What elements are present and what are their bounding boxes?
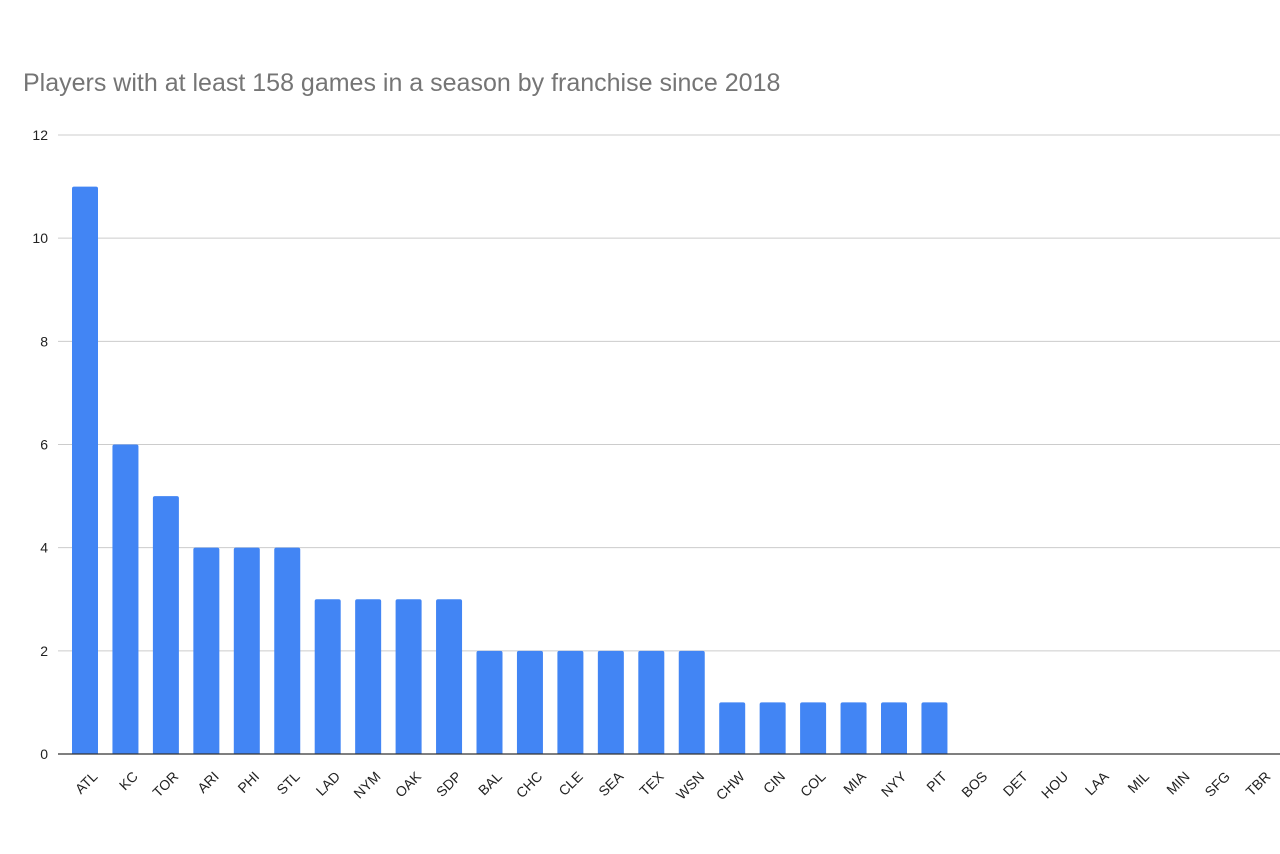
x-tick-label-tbr: TBR: [1242, 768, 1273, 799]
bar-ari: [193, 547, 220, 754]
x-tick-label-bal: BAL: [475, 768, 505, 798]
bar-cle: [557, 650, 584, 754]
bar-pit: [921, 702, 948, 754]
x-tick-label-col: COL: [797, 768, 829, 800]
x-tick-label-laa: LAA: [1082, 768, 1112, 798]
bar-wsn: [678, 650, 705, 754]
x-tick-label-min: MIN: [1163, 768, 1192, 797]
x-tick-label-hou: HOU: [1038, 768, 1071, 801]
bar-nyy: [881, 702, 907, 754]
x-tick-label-atl: ATL: [72, 768, 101, 797]
y-tick-label: 0: [40, 746, 48, 762]
x-tick-label-tor: TOR: [149, 768, 181, 800]
y-tick-label: 2: [40, 643, 48, 659]
bar-nym: [355, 599, 382, 754]
bar-cin: [759, 702, 786, 754]
bar-phi: [233, 547, 260, 754]
x-tick-label-pit: PIT: [923, 768, 950, 795]
x-tick-label-bos: BOS: [958, 768, 990, 800]
x-tick-label-cle: CLE: [555, 768, 586, 799]
bar-col: [800, 702, 827, 754]
bar-lad: [314, 599, 341, 754]
x-tick-label-mil: MIL: [1124, 768, 1152, 796]
x-tick-label-tex: TEX: [636, 768, 667, 799]
x-tick-label-sea: SEA: [595, 768, 627, 800]
bar-atl: [72, 186, 98, 755]
bar-chc: [516, 650, 543, 754]
x-tick-label-phi: PHI: [234, 768, 262, 796]
bar-sea: [597, 650, 624, 754]
bar-tex: [638, 650, 665, 754]
x-tick-label-stl: STL: [273, 768, 303, 798]
bars: [72, 186, 948, 755]
y-tick-label: 10: [32, 230, 48, 246]
y-tick-label: 4: [40, 540, 48, 556]
x-axis-ticks: ATL KC TOR ARI PHI STL LAD NYM OAK SDP BAL CHC CLE SE…: [72, 768, 1274, 804]
x-tick-label-chw: CHW: [713, 768, 749, 804]
bar-bal: [476, 650, 503, 754]
bar-stl: [274, 547, 301, 754]
y-tick-label: 8: [40, 333, 48, 349]
x-tick-label-chc: CHC: [513, 768, 546, 801]
gridlines: [58, 134, 1280, 652]
x-tick-label-nyy: NYY: [878, 768, 910, 800]
y-axis-ticks: 0 2 4 6 8 10 12: [32, 127, 48, 762]
bar-sdp: [436, 599, 463, 754]
bar-mia: [840, 702, 867, 754]
y-tick-label: 6: [40, 437, 48, 453]
x-tick-label-sfg: SFG: [1201, 768, 1233, 800]
x-tick-label-ari: ARI: [194, 768, 222, 796]
bar-oak: [395, 599, 422, 754]
x-tick-label-nym: NYM: [350, 768, 383, 801]
x-tick-label-kc: KC: [116, 768, 141, 793]
x-tick-label-mia: MIA: [840, 768, 869, 797]
x-tick-label-cin: CIN: [760, 768, 788, 796]
bar-tor: [152, 496, 179, 754]
bar-chw: [719, 702, 746, 754]
y-tick-label: 12: [32, 127, 48, 143]
bar-kc: [112, 444, 139, 754]
x-tick-label-wsn: WSN: [673, 768, 707, 802]
chart-title: Players with at least 158 games in a sea…: [23, 69, 781, 97]
x-tick-label-oak: OAK: [392, 768, 425, 801]
x-tick-label-det: DET: [1000, 768, 1031, 799]
x-tick-label-sdp: SDP: [433, 768, 465, 800]
x-tick-label-lad: LAD: [313, 768, 344, 799]
